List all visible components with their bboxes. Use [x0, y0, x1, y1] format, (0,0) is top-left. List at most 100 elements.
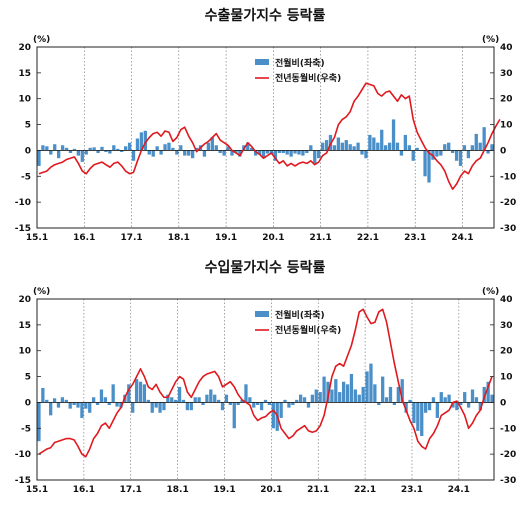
bar: [201, 402, 205, 406]
export-chart-svg: 수출물가지수 등락률 (%) (%) 15.1 16.1 17.1 18.1 19.1 20.1…: [15, 7, 517, 243]
bar: [72, 148, 77, 151]
bar: [64, 147, 69, 151]
bar: [218, 150, 222, 154]
bar: [287, 402, 291, 408]
bar: [216, 399, 221, 403]
bar: [210, 137, 214, 151]
right-tick-label: 10: [500, 121, 513, 131]
bar: [435, 402, 440, 418]
x-tick-label: 19.1: [215, 233, 237, 243]
legend-bar-label: 전월비(좌축): [275, 309, 325, 321]
bar: [60, 145, 65, 151]
bar: [213, 394, 217, 403]
bar: [111, 384, 115, 403]
bar: [324, 140, 329, 151]
bar: [123, 146, 128, 151]
bar: [56, 402, 61, 408]
x-tick-label: 22.1: [354, 485, 376, 495]
bar: [391, 119, 396, 151]
bar: [265, 150, 270, 154]
bar: [299, 394, 303, 403]
left-tick-label: -10: [15, 198, 31, 208]
bar: [143, 130, 147, 151]
bar: [407, 145, 411, 151]
bar: [392, 402, 397, 406]
bar: [115, 402, 119, 407]
bar: [96, 150, 100, 154]
bar: [408, 399, 412, 403]
right-tick-label: 0: [500, 146, 506, 156]
bar: [248, 397, 252, 403]
bar: [220, 402, 225, 411]
bar: [490, 394, 494, 403]
left-tick-label: 20: [18, 43, 31, 53]
bar: [416, 402, 420, 431]
bar: [138, 381, 143, 403]
bar: [162, 402, 166, 411]
bar: [91, 397, 96, 403]
x-tick-label: 21.1: [310, 233, 332, 243]
left-tick-label: -5: [21, 424, 31, 434]
bar: [139, 132, 144, 151]
bar: [403, 134, 408, 151]
bar: [104, 150, 108, 152]
bar: [112, 145, 116, 151]
bar: [80, 150, 84, 162]
export-price-chart: 수출물가지수 등락률 (%) (%) 15.1 16.1 17.1 18.1 19.1 20.1…: [0, 0, 530, 252]
right-tick-label: 20: [500, 347, 513, 357]
bar: [41, 145, 45, 151]
bar: [361, 386, 365, 403]
left-tick-label: -5: [21, 172, 31, 182]
bar: [127, 142, 132, 151]
x-tick-label: 15.1: [26, 233, 48, 243]
right-tick-label: -10: [500, 424, 516, 434]
bar: [108, 150, 112, 154]
bar: [450, 150, 455, 154]
right-tick-label: 0: [500, 398, 506, 408]
bar: [170, 397, 174, 403]
bar: [384, 145, 388, 151]
bar: [411, 150, 415, 161]
bar: [314, 389, 318, 403]
bar: [57, 150, 61, 159]
bar: [289, 150, 293, 157]
right-axis-unit: (%): [482, 35, 499, 45]
bar: [175, 150, 179, 155]
x-tick-label: 20.1: [260, 485, 282, 495]
bar: [197, 397, 201, 403]
left-tick-label: 20: [18, 295, 31, 305]
bar: [306, 402, 311, 408]
bar: [388, 386, 393, 403]
bar: [76, 402, 80, 408]
x-tick-label: 17.1: [120, 233, 142, 243]
bar: [261, 150, 266, 159]
bar: [277, 150, 281, 154]
bar: [259, 402, 264, 411]
bar: [336, 137, 341, 151]
bar: [396, 386, 400, 403]
bar: [377, 402, 381, 406]
bar: [100, 146, 104, 151]
bar: [49, 402, 53, 416]
bar: [482, 127, 486, 151]
line-series: [38, 308, 493, 458]
bar: [224, 394, 229, 403]
bar: [404, 402, 408, 413]
bar: [150, 402, 154, 413]
bar: [470, 389, 475, 403]
bar: [214, 145, 218, 151]
bar: [447, 142, 451, 151]
left-tick-label: 10: [18, 347, 31, 357]
x-tick-label: 17.1: [120, 485, 142, 495]
bar: [236, 402, 240, 406]
right-tick-label: -20: [500, 198, 516, 208]
bar: [37, 402, 41, 442]
bar: [283, 399, 287, 403]
legend-bar-label: 전월비(좌축): [275, 57, 325, 69]
bar: [462, 145, 467, 151]
bar: [37, 150, 41, 166]
bar: [341, 381, 346, 403]
bar: [76, 150, 81, 156]
bar: [482, 386, 486, 403]
bar: [478, 402, 482, 411]
